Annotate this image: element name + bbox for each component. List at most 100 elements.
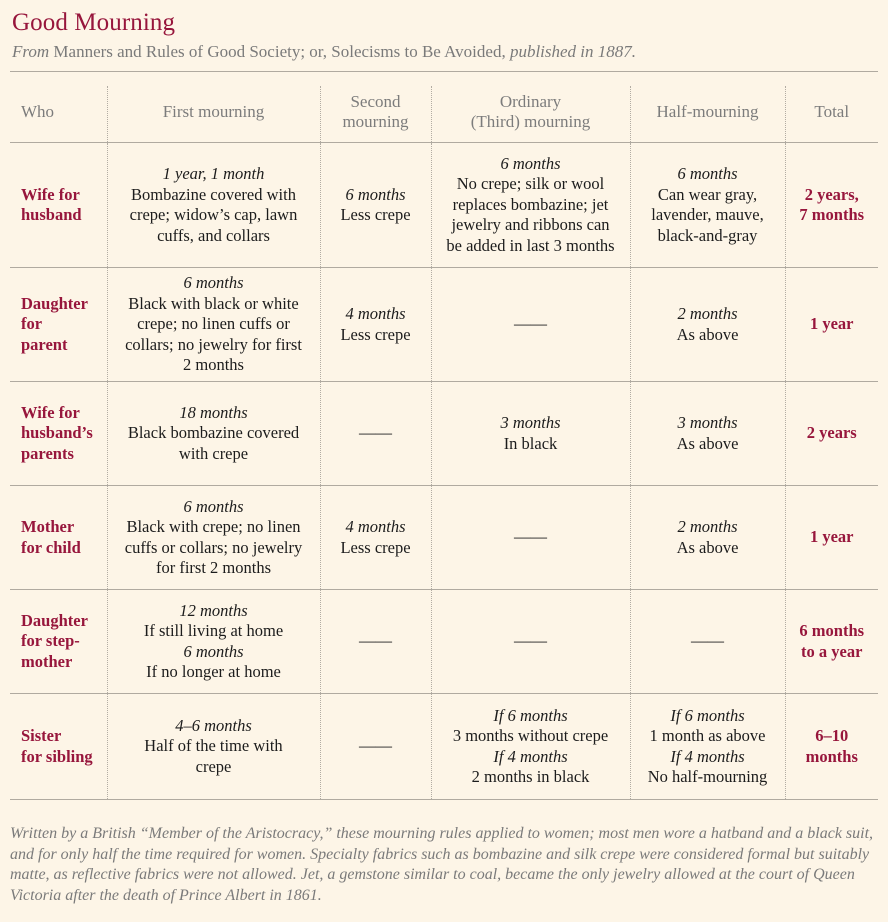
who-line: for child xyxy=(21,537,81,557)
cell-who: Sister for sibling xyxy=(10,693,107,800)
cell-first: 6 months Black with crepe; no linen cuffs … xyxy=(106,485,320,590)
who-line: husband’s xyxy=(21,423,93,443)
cell-ordinary: 6 months No crepe; silk or wool replaces b… xyxy=(430,142,630,268)
cell-total: 1 year xyxy=(784,267,878,382)
subtitle-book: Manners and Rules of Good Society; or, S… xyxy=(53,42,506,61)
table-row: Sister for sibling 4–6 months Half of the t… xyxy=(10,693,878,800)
who-line: mother xyxy=(21,651,73,671)
cell-half: 6 months Can wear gray, lavender, mauve, bl… xyxy=(629,142,785,268)
subtitle: From Manners and Rules of Good Society; … xyxy=(12,42,636,62)
who-line: parent xyxy=(21,334,68,354)
cell-who: Wife for husband xyxy=(10,142,107,268)
duration: 6 months xyxy=(183,496,244,516)
cell-second: 4 months Less crepe xyxy=(319,267,431,382)
cell-first: 1 year, 1 month Bombazine covered with cre… xyxy=(106,142,320,268)
who-line: parents xyxy=(21,443,74,463)
cell-total: 2 years, 7 months xyxy=(784,142,878,268)
header-row: Who First mourning Second mourning Ordina… xyxy=(10,86,878,143)
cell-ordinary: —— xyxy=(430,589,630,694)
total-line: 6–10 xyxy=(815,726,849,745)
cell-second: —— xyxy=(319,381,431,486)
cell-total: 6 months to a year xyxy=(784,589,878,694)
cell-second: 6 months Less crepe xyxy=(319,142,431,268)
duration: If 6 months xyxy=(670,705,745,725)
duration: If 4 months xyxy=(670,746,745,766)
empty-dash: —— xyxy=(514,631,547,651)
duration: 6 months xyxy=(500,153,561,173)
total-line: 1 year xyxy=(809,527,854,547)
header-ordinary-line: Ordinary xyxy=(499,92,562,111)
cell-ordinary: —— xyxy=(430,485,630,590)
header-ordinary-mourning: Ordinary (Third) mourning xyxy=(430,86,630,143)
description-line: crepe; no linen cuffs or xyxy=(137,314,290,334)
description-line: Less crepe xyxy=(340,537,411,557)
description-line: lavender, mauve, xyxy=(651,205,764,224)
cell-who: Wife for husband’s parents xyxy=(10,381,107,486)
empty-dash: —— xyxy=(691,631,724,651)
description-line: As above xyxy=(676,433,739,453)
total-line: to a year xyxy=(801,641,863,661)
header-ordinary-line: (Third) mourning xyxy=(470,112,591,131)
description-line: 2 months in black xyxy=(471,767,590,786)
mourning-table: Who First mourning Second mourning Ordina… xyxy=(10,86,878,800)
duration: 3 months xyxy=(677,413,738,432)
description-line: for first 2 months xyxy=(155,558,272,577)
who-line: Wife for xyxy=(21,402,80,422)
subtitle-published: published in 1887. xyxy=(509,42,637,61)
cell-total: 1 year xyxy=(784,485,878,590)
description-line: Bombazine covered with xyxy=(131,184,296,204)
duration: If 4 months xyxy=(493,746,568,766)
cell-half: 2 months As above xyxy=(629,485,785,590)
description-line: black-and-gray xyxy=(657,225,758,245)
description-line: Black with crepe; no linen xyxy=(126,517,301,536)
header-second-line: mourning xyxy=(342,112,409,131)
table-row: Mother for child 6 months Black with crepe;… xyxy=(10,485,878,590)
header-half-mourning: Half-mourning xyxy=(629,86,785,143)
table-row: Wife for husband 1 year, 1 month Bombazine … xyxy=(10,142,878,268)
description-line: No half-mourning xyxy=(647,767,768,786)
description-line: Black bombazine covered xyxy=(127,423,300,443)
header-total: Total xyxy=(784,86,878,143)
description-line: Half of the time with xyxy=(144,736,283,756)
cell-half: If 6 months 1 month as above If 4 months No… xyxy=(629,693,785,800)
description-line: with crepe xyxy=(178,443,249,463)
total-line: months xyxy=(805,746,858,766)
duration: 6 months xyxy=(183,273,244,293)
total-line: 2 years xyxy=(806,423,857,443)
header-second-mourning: Second mourning xyxy=(319,86,431,143)
who-line: Mother xyxy=(21,517,75,536)
description-line: Can wear gray, xyxy=(657,184,758,204)
cell-total: 2 years xyxy=(784,381,878,486)
duration: 6 months xyxy=(677,164,738,183)
empty-dash: —— xyxy=(514,527,547,547)
total-line: 7 months xyxy=(799,205,865,224)
who-line: Daughter xyxy=(21,610,88,630)
cell-first: 12 months If still living at home 6 months… xyxy=(106,589,320,694)
description-line: In black xyxy=(503,433,558,453)
description-line: If no longer at home xyxy=(146,662,281,681)
description-line: 1 month as above xyxy=(649,726,766,745)
duration: If 6 months xyxy=(493,705,568,725)
who-line: Daughter xyxy=(21,293,88,313)
who-line: for xyxy=(21,314,43,334)
duration: 4–6 months xyxy=(175,715,252,735)
duration: 6 months xyxy=(183,641,244,661)
cell-ordinary: —— xyxy=(430,267,630,382)
description-line: As above xyxy=(676,537,739,557)
description-line: If still living at home xyxy=(143,621,284,640)
cell-half: 2 months As above xyxy=(629,267,785,382)
cell-who: Daughter for parent xyxy=(10,267,107,382)
description-line: crepe xyxy=(195,756,232,776)
cell-first: 4–6 months Half of the time with crepe xyxy=(106,693,320,800)
description-line: Less crepe xyxy=(340,324,411,344)
duration: 4 months xyxy=(345,304,406,323)
duration: 2 months xyxy=(677,517,738,536)
description-line: 3 months without crepe xyxy=(452,726,609,745)
duration: 18 months xyxy=(179,402,248,422)
description-line: replaces bombazine; jet xyxy=(452,194,609,214)
table-row: Wife for husband’s parents 18 months Black b… xyxy=(10,381,878,486)
duration: 2 months xyxy=(677,304,738,323)
cell-ordinary: 3 months In black xyxy=(430,381,630,486)
header-who: Who xyxy=(10,86,107,143)
description-line: Less crepe xyxy=(340,205,411,224)
